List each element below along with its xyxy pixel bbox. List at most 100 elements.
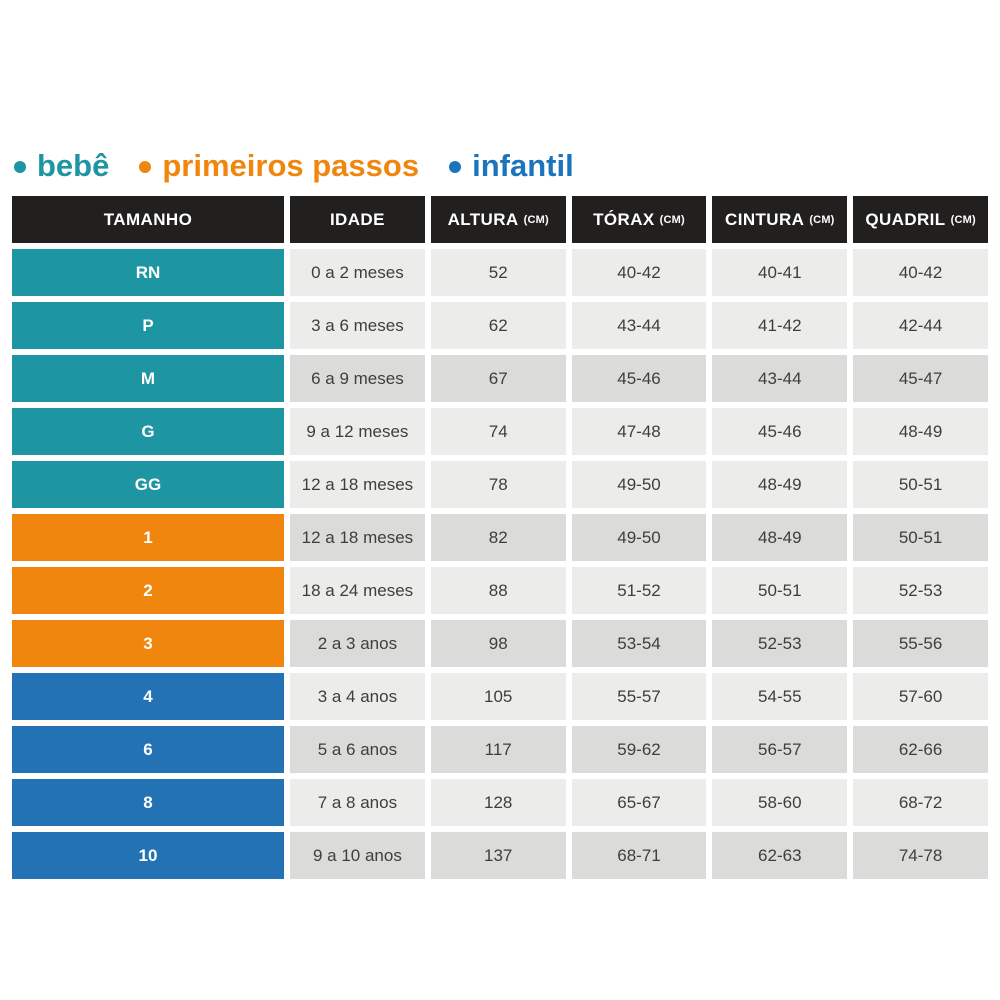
cell-3-quadril: 55-56	[853, 620, 988, 667]
column-header-altura: ALTURA (CM)	[430, 196, 566, 243]
legend-label-infantil: infantil	[472, 147, 574, 183]
cell-1-altura: 82	[430, 514, 566, 561]
size-label-G: G	[12, 408, 284, 455]
column-header-quadril: QUADRIL (CM)	[853, 196, 988, 243]
cell-G-torax: 47-48	[571, 408, 707, 455]
cell-M-cintura: 43-44	[712, 355, 848, 402]
cell-4-cintura: 54-55	[712, 673, 848, 720]
cell-8-torax: 65-67	[571, 779, 707, 826]
size-label-P: P	[12, 302, 284, 349]
cell-4-quadril: 57-60	[853, 673, 988, 720]
size-label-M: M	[12, 355, 284, 402]
cell-3-torax: 53-54	[571, 620, 707, 667]
cell-RN-quadril: 40-42	[853, 249, 988, 296]
cell-RN-altura: 52	[430, 249, 566, 296]
column-header-unit: (CM)	[523, 213, 549, 226]
column-header-tamanho: TAMANHO	[12, 196, 284, 243]
cell-6-quadril: 62-66	[853, 726, 988, 773]
legend-item-primeiros-passos: primeiros passos	[139, 150, 419, 181]
cell-G-altura: 74	[430, 408, 566, 455]
size-label-1: 1	[12, 514, 284, 561]
cell-6-idade: 5 a 6 anos	[290, 726, 425, 773]
cell-10-torax: 68-71	[571, 832, 707, 879]
cell-GG-torax: 49-50	[571, 461, 707, 508]
cell-4-torax: 55-57	[571, 673, 707, 720]
cell-6-torax: 59-62	[571, 726, 707, 773]
cell-GG-idade: 12 a 18 meses	[290, 461, 425, 508]
size-label-4: 4	[12, 673, 284, 720]
column-header-label: ALTURA	[447, 209, 519, 229]
cell-1-torax: 49-50	[571, 514, 707, 561]
cell-M-torax: 45-46	[571, 355, 707, 402]
column-header-label: TAMANHO	[103, 209, 193, 229]
cell-P-torax: 43-44	[571, 302, 707, 349]
cell-RN-torax: 40-42	[571, 249, 707, 296]
size-label-6: 6	[12, 726, 284, 773]
cell-G-idade: 9 a 12 meses	[290, 408, 425, 455]
cell-10-altura: 137	[430, 832, 566, 879]
cell-3-cintura: 52-53	[712, 620, 848, 667]
cell-G-quadril: 48-49	[853, 408, 988, 455]
cell-M-idade: 6 a 9 meses	[290, 355, 425, 402]
cell-M-quadril: 45-47	[853, 355, 988, 402]
cell-1-idade: 12 a 18 meses	[290, 514, 425, 561]
cell-6-cintura: 56-57	[712, 726, 848, 773]
cell-M-altura: 67	[430, 355, 566, 402]
column-header-label: QUADRIL	[865, 209, 946, 229]
cell-4-altura: 105	[430, 673, 566, 720]
legend: bebê primeiros passos infantil	[14, 144, 574, 186]
cell-P-cintura: 41-42	[712, 302, 848, 349]
legend-label-bebe: bebê	[37, 147, 110, 183]
cell-GG-cintura: 48-49	[712, 461, 848, 508]
column-header-label: IDADE	[329, 209, 385, 229]
size-table: TAMANHO IDADE ALTURA (CM) TÓRAX (CM) CINTURA (C…	[12, 196, 988, 879]
size-label-2: 2	[12, 567, 284, 614]
column-header-cintura: CINTURA (CM)	[712, 196, 848, 243]
legend-item-infantil: infantil	[449, 150, 574, 181]
cell-P-idade: 3 a 6 meses	[290, 302, 425, 349]
cell-P-altura: 62	[430, 302, 566, 349]
column-header-torax: TÓRAX (CM)	[571, 196, 707, 243]
cell-10-idade: 9 a 10 anos	[290, 832, 425, 879]
cell-1-cintura: 48-49	[712, 514, 848, 561]
cell-1-quadril: 50-51	[853, 514, 988, 561]
column-header-unit: (CM)	[950, 213, 976, 226]
bullet-dot-icon	[449, 160, 462, 173]
size-label-10: 10	[12, 832, 284, 879]
size-label-RN: RN	[12, 249, 284, 296]
cell-G-cintura: 45-46	[712, 408, 848, 455]
cell-8-cintura: 58-60	[712, 779, 848, 826]
cell-2-idade: 18 a 24 meses	[290, 567, 425, 614]
cell-GG-quadril: 50-51	[853, 461, 988, 508]
cell-2-quadril: 52-53	[853, 567, 988, 614]
legend-label-primeiros-passos: primeiros passos	[162, 147, 420, 183]
bullet-dot-icon	[139, 160, 152, 173]
cell-GG-altura: 78	[430, 461, 566, 508]
column-header-label: CINTURA	[725, 209, 805, 229]
cell-8-altura: 128	[430, 779, 566, 826]
column-header-label: TÓRAX	[593, 209, 655, 229]
legend-item-bebe: bebê	[14, 150, 109, 181]
cell-3-altura: 98	[430, 620, 566, 667]
size-label-GG: GG	[12, 461, 284, 508]
cell-2-torax: 51-52	[571, 567, 707, 614]
cell-10-quadril: 74-78	[853, 832, 988, 879]
cell-P-quadril: 42-44	[853, 302, 988, 349]
cell-8-quadril: 68-72	[853, 779, 988, 826]
cell-RN-idade: 0 a 2 meses	[290, 249, 425, 296]
cell-6-altura: 117	[430, 726, 566, 773]
column-header-unit: (CM)	[809, 213, 835, 226]
cell-RN-cintura: 40-41	[712, 249, 848, 296]
cell-3-idade: 2 a 3 anos	[290, 620, 425, 667]
column-header-idade: IDADE	[290, 196, 425, 243]
cell-2-altura: 88	[430, 567, 566, 614]
column-header-unit: (CM)	[659, 213, 685, 226]
cell-2-cintura: 50-51	[712, 567, 848, 614]
cell-8-idade: 7 a 8 anos	[290, 779, 425, 826]
cell-10-cintura: 62-63	[712, 832, 848, 879]
bullet-dot-icon	[14, 160, 26, 173]
size-label-3: 3	[12, 620, 284, 667]
cell-4-idade: 3 a 4 anos	[290, 673, 425, 720]
size-label-8: 8	[12, 779, 284, 826]
